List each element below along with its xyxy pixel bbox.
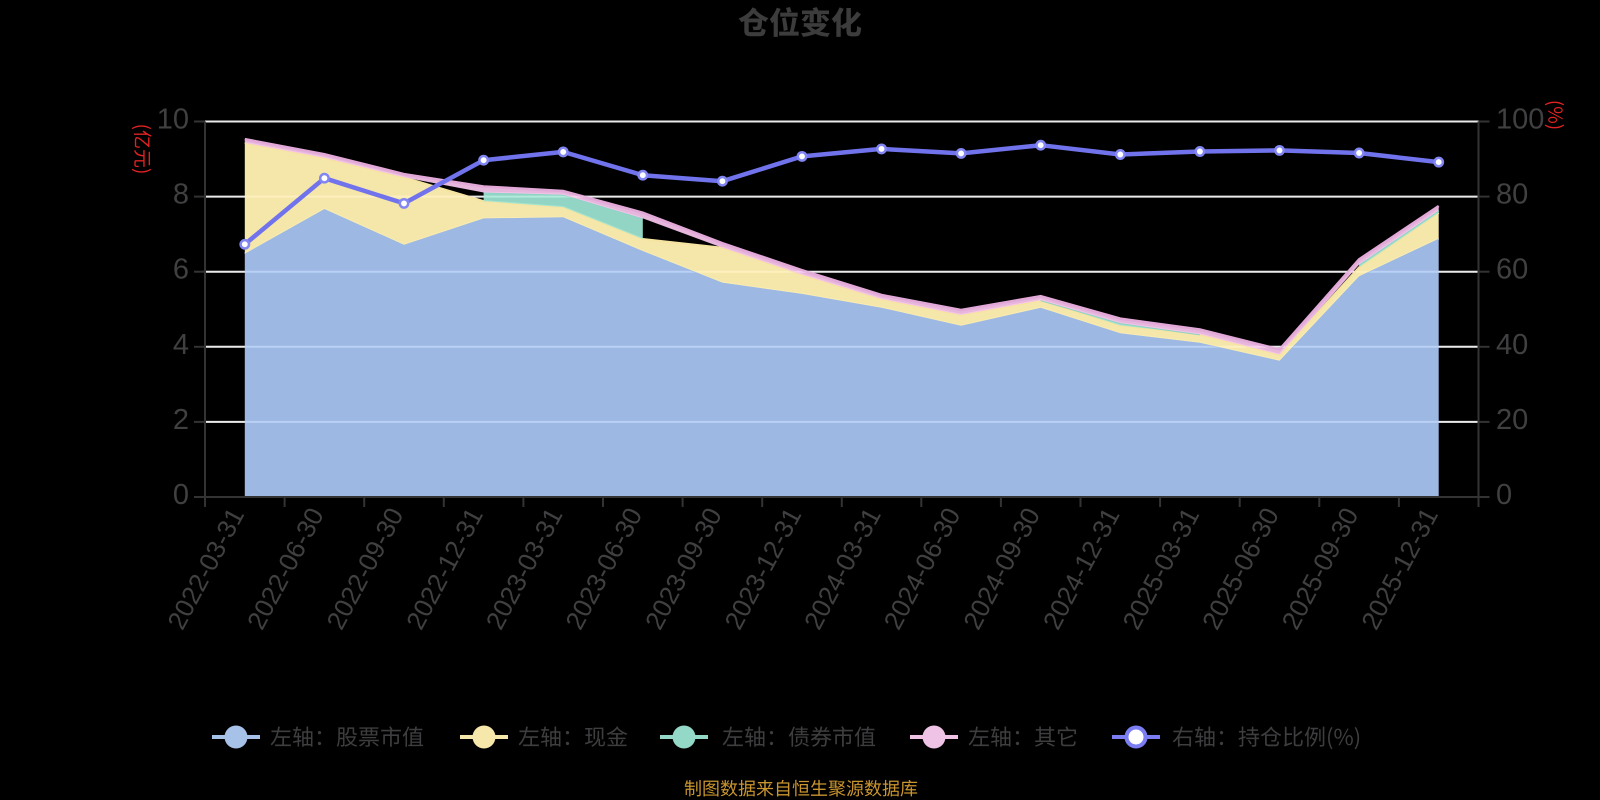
svg-text:2: 2 xyxy=(173,404,189,436)
svg-text:60: 60 xyxy=(1496,254,1528,286)
svg-text:0: 0 xyxy=(173,479,189,511)
svg-text:20: 20 xyxy=(1496,404,1528,436)
svg-text:8: 8 xyxy=(173,179,189,211)
svg-text:80: 80 xyxy=(1496,179,1528,211)
svg-text:40: 40 xyxy=(1496,329,1528,361)
svg-text:10: 10 xyxy=(157,104,189,136)
svg-text:100: 100 xyxy=(1496,104,1544,136)
svg-text:6: 6 xyxy=(173,254,189,286)
svg-text:0: 0 xyxy=(1496,479,1512,511)
svg-text:4: 4 xyxy=(173,329,189,361)
